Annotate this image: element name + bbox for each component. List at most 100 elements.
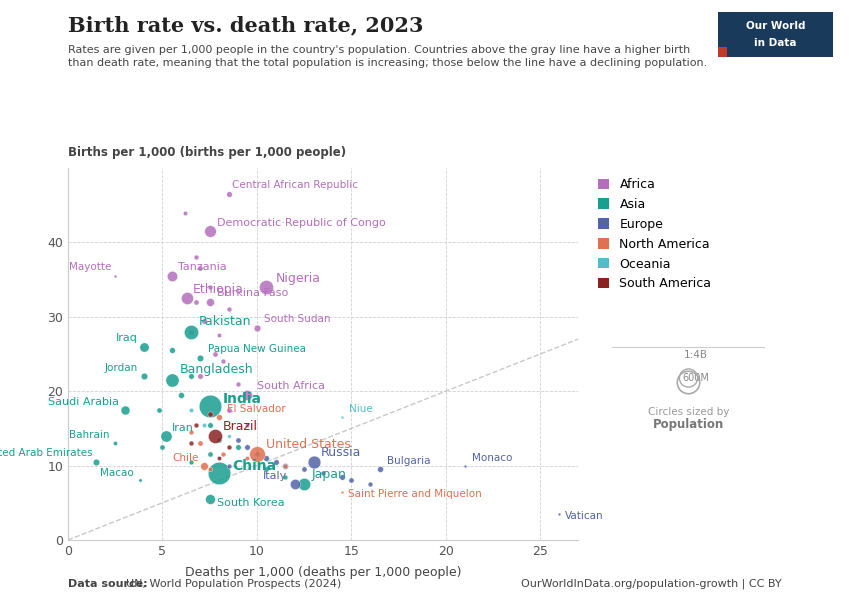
Point: [212, 412, 226, 422]
Text: Iran: Iran: [172, 423, 194, 433]
Text: Jordan: Jordan: [105, 362, 138, 373]
Text: Circles sized by: Circles sized by: [648, 407, 729, 417]
Text: India: India: [223, 392, 262, 406]
Text: Saint Pierre and Miquelon: Saint Pierre and Miquelon: [348, 489, 481, 499]
Point: [259, 464, 273, 474]
Point: [552, 509, 566, 519]
Point: [203, 282, 217, 292]
Point: [184, 405, 197, 415]
Text: Pakistan: Pakistan: [198, 315, 251, 328]
Text: Democratic·Republic of Congo: Democratic·Republic of Congo: [218, 218, 386, 227]
Text: 600M: 600M: [683, 373, 710, 383]
Point: [160, 431, 173, 440]
Point: [203, 449, 217, 459]
Point: [212, 435, 226, 445]
Point: [174, 390, 188, 400]
Point: [298, 464, 311, 474]
Point: [373, 464, 387, 474]
Point: [335, 487, 348, 496]
Point: [316, 468, 330, 478]
Text: Our World: Our World: [746, 22, 805, 31]
Text: Bahrain: Bahrain: [69, 430, 110, 440]
Point: [197, 316, 211, 325]
Point: [682, 373, 695, 383]
Point: [241, 442, 254, 452]
Point: [222, 305, 235, 314]
Text: Central African Republic: Central African Republic: [232, 179, 359, 190]
Point: [184, 327, 197, 337]
Point: [203, 297, 217, 307]
Bar: [718, 47, 728, 57]
Point: [194, 371, 207, 381]
Text: Mayotte: Mayotte: [69, 262, 111, 272]
Text: Italy: Italy: [263, 471, 287, 481]
Point: [178, 208, 192, 217]
Text: Niue: Niue: [349, 404, 373, 414]
Point: [197, 420, 211, 430]
Point: [288, 479, 302, 489]
Point: [184, 371, 197, 381]
Text: Rates are given per 1,000 people in the country's population. Countries above th: Rates are given per 1,000 people in the …: [68, 45, 707, 68]
Text: Vatican: Vatican: [564, 511, 603, 521]
Text: 1:4B: 1:4B: [684, 350, 708, 361]
Point: [184, 457, 197, 467]
Point: [216, 449, 230, 459]
Text: Monaco: Monaco: [473, 452, 513, 463]
X-axis label: Deaths per 1,000 (deaths per 1,000 people): Deaths per 1,000 (deaths per 1,000 peopl…: [184, 566, 462, 579]
Point: [190, 253, 203, 262]
Point: [137, 342, 150, 352]
Point: [89, 457, 103, 467]
Point: [222, 461, 235, 470]
Text: Nigeria: Nigeria: [275, 272, 320, 285]
Point: [118, 405, 132, 415]
Text: United States: United States: [266, 439, 351, 451]
Point: [259, 282, 273, 292]
Point: [152, 405, 166, 415]
Point: [208, 349, 222, 359]
Point: [222, 442, 235, 452]
Point: [165, 375, 178, 385]
Text: United Arab Emirates: United Arab Emirates: [0, 448, 93, 458]
Point: [279, 461, 292, 470]
Text: Russia: Russia: [321, 446, 361, 459]
Text: in Data: in Data: [755, 38, 796, 47]
Text: Bulgaria: Bulgaria: [388, 457, 431, 466]
Text: Data source:: Data source:: [68, 579, 151, 589]
Text: South Sudan: South Sudan: [264, 314, 331, 324]
Point: [222, 431, 235, 440]
Point: [194, 439, 207, 448]
Point: [180, 293, 194, 303]
Point: [197, 461, 211, 470]
Point: [190, 297, 203, 307]
Text: Birth rate vs. death rate, 2023: Birth rate vs. death rate, 2023: [68, 15, 423, 35]
Point: [231, 435, 245, 445]
Point: [133, 476, 146, 485]
Point: [194, 263, 207, 273]
Point: [298, 479, 311, 489]
Text: Saudi Arabia: Saudi Arabia: [48, 397, 119, 407]
Text: UN, World Population Prospects (2024): UN, World Population Prospects (2024): [126, 579, 341, 589]
FancyBboxPatch shape: [718, 12, 833, 57]
Point: [241, 420, 254, 430]
Text: Macao: Macao: [100, 467, 134, 478]
Text: Burkina Faso: Burkina Faso: [218, 288, 288, 298]
Point: [203, 420, 217, 430]
Point: [203, 409, 217, 418]
Text: Japan: Japan: [312, 468, 347, 481]
Text: South Korea: South Korea: [218, 498, 285, 508]
Point: [137, 371, 150, 381]
Point: [307, 457, 320, 467]
Text: OurWorldInData.org/population-growth | CC BY: OurWorldInData.org/population-growth | C…: [521, 578, 782, 589]
Text: China: China: [232, 459, 276, 473]
Point: [203, 494, 217, 504]
Point: [682, 378, 695, 388]
Text: Chile: Chile: [172, 452, 198, 463]
Text: Tanzania: Tanzania: [178, 262, 226, 272]
Text: South Africa: South Africa: [257, 381, 325, 391]
Point: [250, 323, 264, 333]
Text: Brazil: Brazil: [223, 420, 258, 433]
Legend: Africa, Asia, Europe, North America, Oceania, South America: Africa, Asia, Europe, North America, Oce…: [594, 174, 715, 294]
Point: [212, 468, 226, 478]
Point: [279, 472, 292, 482]
Point: [203, 226, 217, 236]
